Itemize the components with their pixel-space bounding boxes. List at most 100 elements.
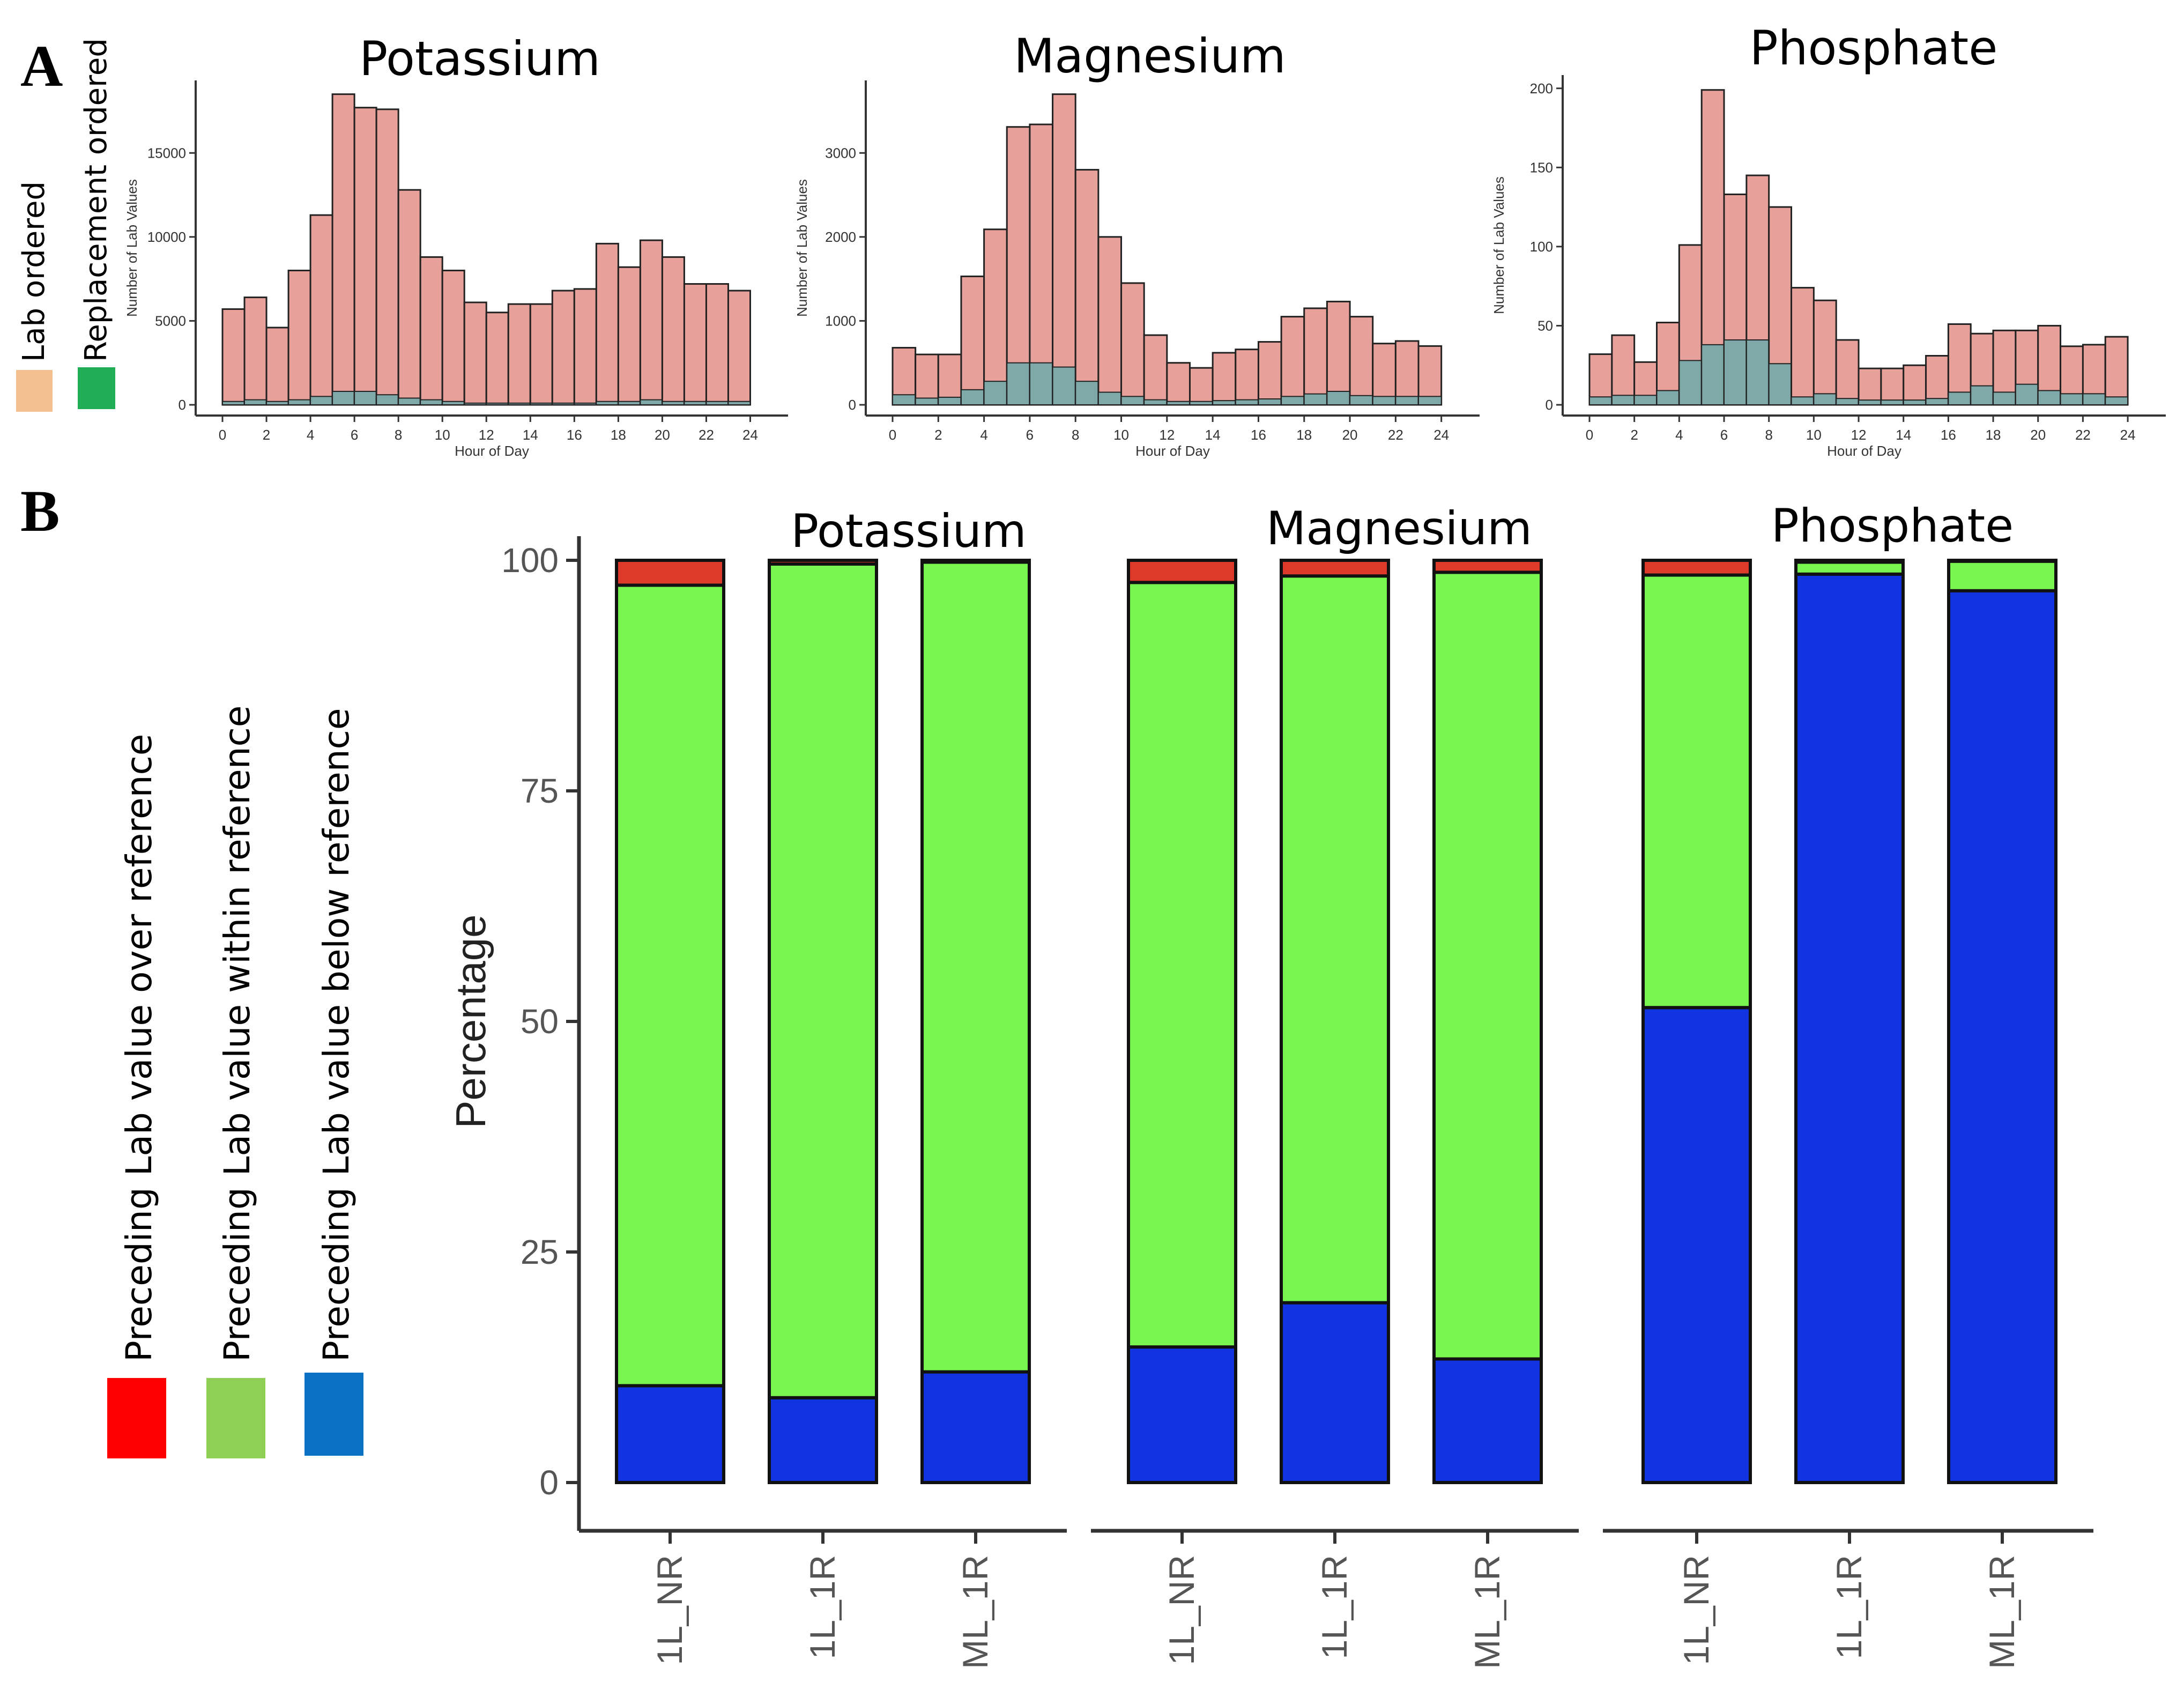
lab-ordered-bar (727, 290, 751, 406)
replacement-bar (420, 399, 443, 406)
replacement-bar (1212, 400, 1236, 406)
lab-ordered-bar (1349, 316, 1374, 406)
lab-ordered-swatch (16, 370, 53, 412)
replacement-bar (376, 394, 399, 405)
x-tick-label: 6 (1026, 427, 1034, 443)
replacement-bar (1768, 363, 1792, 406)
replacement-bar (938, 396, 962, 406)
replacement-bar (1724, 339, 1747, 405)
lab-ordered-bar (529, 303, 553, 406)
lab-ordered-bar (1880, 367, 1905, 406)
below-segment (768, 1396, 878, 1485)
x-tick-label: 4 (1675, 427, 1683, 443)
replacement-bar (486, 402, 509, 405)
y-tick-label: 0 (1546, 397, 1553, 413)
y-tick-label: 0 (849, 397, 856, 413)
replacement-bar (1029, 362, 1053, 405)
replacement-bar (1925, 398, 1949, 406)
lab-ordered-bar (1188, 367, 1214, 406)
y-tick-label: 100 (501, 541, 559, 580)
replacement-bar (1611, 395, 1635, 405)
x-axis-title: Hour of Day (1135, 443, 1210, 459)
x-tick-label: 18 (1986, 427, 2001, 443)
x-axis-title: Hour of Day (1827, 443, 1901, 459)
within-segment (1432, 570, 1543, 1361)
lab-ordered-bar (915, 353, 939, 406)
lab-ordered-bar (960, 275, 985, 406)
over-segment (1947, 559, 2057, 563)
replacement-bar (332, 390, 355, 406)
x-tick-label: 0 (219, 427, 226, 443)
lab-ordered-bar (1280, 316, 1305, 406)
x-tick-label: 6 (351, 427, 358, 443)
replacement-bar (552, 402, 575, 405)
x-tick-label: 0 (889, 427, 896, 443)
y-tick-label: 0 (179, 397, 186, 413)
x-tick-label: 8 (1765, 427, 1772, 443)
replacement-bar (640, 399, 663, 406)
x-tick-label: 0 (1586, 427, 1593, 443)
replacement-bar (983, 381, 1008, 406)
within-label: Preceding Lab value within reference (217, 706, 258, 1362)
replacement-bar (705, 401, 729, 405)
x-tick-label: 20 (2030, 427, 2046, 443)
x-tick-label: 4 (980, 427, 987, 443)
lab-ordered-bar (983, 228, 1008, 406)
lab-ordered-bar (573, 288, 597, 406)
replacement-bar (1903, 399, 1927, 406)
y-tick-label: 200 (1530, 80, 1553, 97)
replacement-bar (618, 401, 641, 405)
x-tick-label: 20 (655, 427, 670, 443)
potassium-histogram-title: Potassium (359, 31, 600, 86)
lab-ordered-bar (1925, 355, 1949, 406)
within-segment (920, 560, 1031, 1374)
category-label: ML_1R (955, 1555, 995, 1669)
lab-ordered-bar (1143, 334, 1168, 406)
x-tick-label: 16 (1251, 427, 1266, 443)
replacement-bar (354, 390, 377, 406)
replacement-bar (1166, 401, 1191, 405)
magnesium-stack-group: Magnesium 1L_NR 1L_1R ML_1R (1091, 502, 1579, 1669)
replacement-bar (1656, 390, 1680, 406)
replacement-bar (1281, 396, 1305, 405)
replacement-bar (1993, 391, 2016, 406)
replacement-bar (2082, 393, 2106, 406)
category-label: 1L_1R (803, 1555, 842, 1659)
percentage-axis-title: Percentage (447, 915, 494, 1129)
lab-ordered-bar (397, 189, 421, 406)
y-axis-title: Number of Lab Values (794, 179, 810, 317)
replacement-bar (1745, 339, 1770, 405)
over-label: Preceding Lab value over reference (118, 734, 160, 1362)
category-label: 1L_1R (1314, 1555, 1354, 1659)
lab-ordered-bar (639, 239, 663, 406)
within-segment (1127, 581, 1237, 1349)
replacement-bar (1075, 381, 1099, 406)
lab-ordered-bar (1858, 367, 1882, 406)
within-segment (615, 583, 725, 1388)
lab-ordered-bar (221, 308, 246, 406)
replacement-bar (1235, 399, 1259, 406)
panel-a-label: A (20, 33, 63, 99)
lab-ordered-bar (617, 266, 641, 406)
category-label: 1L_NR (1676, 1555, 1716, 1665)
x-tick-label: 2 (934, 427, 942, 443)
replacement-bar (960, 389, 985, 406)
magnesium-histogram: Magnesium 0 1000 2000 3000 Number of Lab Valu… (794, 28, 1480, 459)
lab-ordered-bar (705, 283, 729, 406)
replacement-bar (1836, 398, 1860, 406)
x-tick-label: 2 (263, 427, 270, 443)
y-tick-label: 0 (539, 1463, 559, 1502)
category-label: ML_1R (1982, 1555, 2022, 1669)
over-segment (1280, 559, 1390, 578)
over-segment (920, 559, 1031, 564)
y-tick-label: 25 (521, 1233, 559, 1271)
lab-ordered-label: Lab ordered (17, 181, 51, 362)
x-tick-label: 24 (2120, 427, 2136, 443)
below-segment (1127, 1345, 1237, 1484)
replacement-bar (1258, 398, 1282, 406)
lab-ordered-bar (463, 301, 487, 406)
category-label: 1L_NR (650, 1555, 689, 1665)
x-tick-label: 16 (567, 427, 582, 443)
lab-ordered-bar (331, 93, 355, 406)
